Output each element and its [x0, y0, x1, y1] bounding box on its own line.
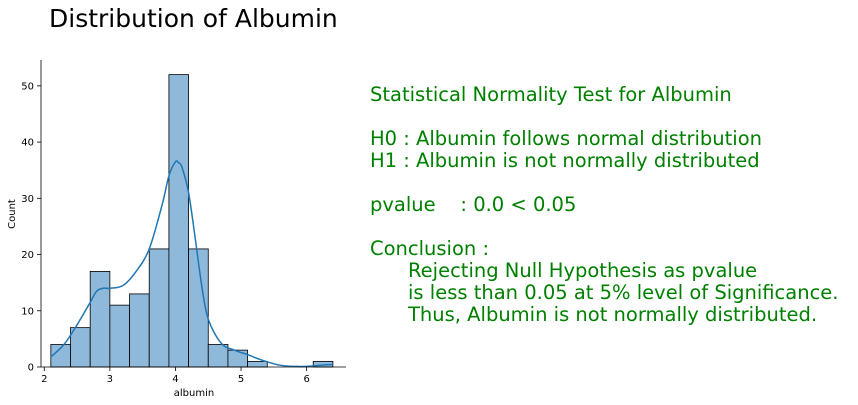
- conclusion-line: Rejecting Null Hypothesis as pvalue: [408, 259, 758, 282]
- x-axis-label: albumin: [174, 388, 214, 399]
- histogram-bar: [89, 271, 111, 368]
- x-tick-label: 4: [172, 374, 178, 385]
- histogram-bar: [109, 304, 130, 368]
- y-tick-label: 50: [21, 81, 34, 92]
- y-tick-label: 30: [21, 194, 34, 205]
- y-tick-label: 10: [21, 306, 34, 317]
- histogram-bar: [207, 344, 229, 368]
- histogram-bar: [70, 327, 91, 368]
- pvalue-result: pvalue : 0.0 < 0.05: [370, 193, 577, 216]
- histogram-chart: 2 3 4 5 6 0 10 20 30 40 50 albumin Count: [7, 60, 346, 399]
- x-tick-label: 5: [238, 374, 244, 385]
- y-axis-label: Count: [7, 199, 18, 229]
- x-tick-label: 2: [41, 374, 47, 385]
- test-heading: Statistical Normality Test for Albumin: [370, 83, 732, 106]
- x-tick-label: 3: [107, 374, 113, 385]
- histogram-bars: [50, 74, 334, 368]
- histogram-bar: [148, 248, 170, 368]
- x-ticks: 2 3 4 5 6: [41, 367, 310, 385]
- normality-test-panel: Statistical Normality Test for Albumin H…: [370, 84, 839, 326]
- histogram-bar: [168, 74, 189, 368]
- y-tick-label: 20: [21, 250, 34, 261]
- histogram-bar: [227, 349, 249, 368]
- page-title: Distribution of Albumin: [49, 4, 338, 33]
- histogram-bar: [247, 360, 268, 368]
- histogram-bar: [129, 293, 150, 368]
- null-hypothesis: H0 : Albumin follows normal distribution: [370, 127, 763, 150]
- conclusion-label: Conclusion :: [370, 237, 490, 260]
- conclusion-line: is less than 0.05 at 5% level of Signifi…: [408, 281, 839, 304]
- alternative-hypothesis: H1 : Albumin is not normally distributed: [370, 149, 760, 172]
- x-tick-label: 6: [303, 374, 309, 385]
- y-tick-label: 0: [28, 363, 34, 374]
- kde-curve: [50, 160, 333, 368]
- y-ticks: 0 10 20 30 40 50: [21, 81, 41, 374]
- conclusion-line: Thus, Albumin is not normally distribute…: [408, 303, 818, 326]
- y-tick-label: 40: [21, 138, 34, 149]
